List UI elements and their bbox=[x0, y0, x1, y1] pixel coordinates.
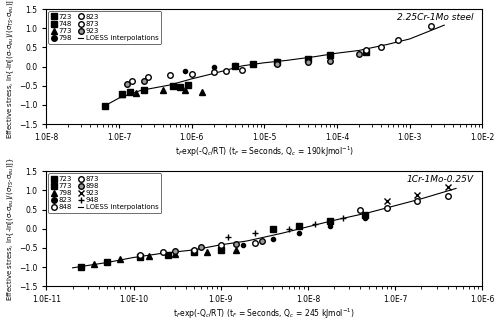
X-axis label: t$_F$exp(-Q$_c$/RT) (t$_F$ = Seconds, Q$_c$ = 190kJmol$^{-1}$): t$_F$exp(-Q$_c$/RT) (t$_F$ = Seconds, Q$… bbox=[174, 145, 354, 159]
Y-axis label: Effective stress, ln{-ln[(σ-σ$_{eu}$)/(σ$_{TS}$-σ$_{eu}$)]}: Effective stress, ln{-ln[(σ-σ$_{eu}$)/(σ… bbox=[6, 0, 16, 139]
Text: 1Cr-1Mo-0.25V: 1Cr-1Mo-0.25V bbox=[406, 175, 474, 184]
Y-axis label: Effective stress, ln{-ln[(σ-σ$_{eu}$)/(σ$_{TS}$-σ$_{eu}$)]}: Effective stress, ln{-ln[(σ-σ$_{eu}$)/(σ… bbox=[6, 157, 16, 301]
Text: 2.25Cr-1Mo steel: 2.25Cr-1Mo steel bbox=[397, 12, 473, 22]
Legend: 723, 748, 773, 798, 823, 873, 923, LOESS interpolations: 723, 748, 773, 798, 823, 873, 923, LOESS… bbox=[48, 11, 161, 44]
Legend: 723, 773, 798, 823, 848, 873, 898, 923, 948, LOESS interpolations: 723, 773, 798, 823, 848, 873, 898, 923, … bbox=[48, 173, 161, 213]
X-axis label: t$_F$exp(-Q$_c$/RT) (t$_F$ = Seconds, Q$_c$ = 245 kJmol$^{-1}$): t$_F$exp(-Q$_c$/RT) (t$_F$ = Seconds, Q$… bbox=[174, 307, 355, 321]
